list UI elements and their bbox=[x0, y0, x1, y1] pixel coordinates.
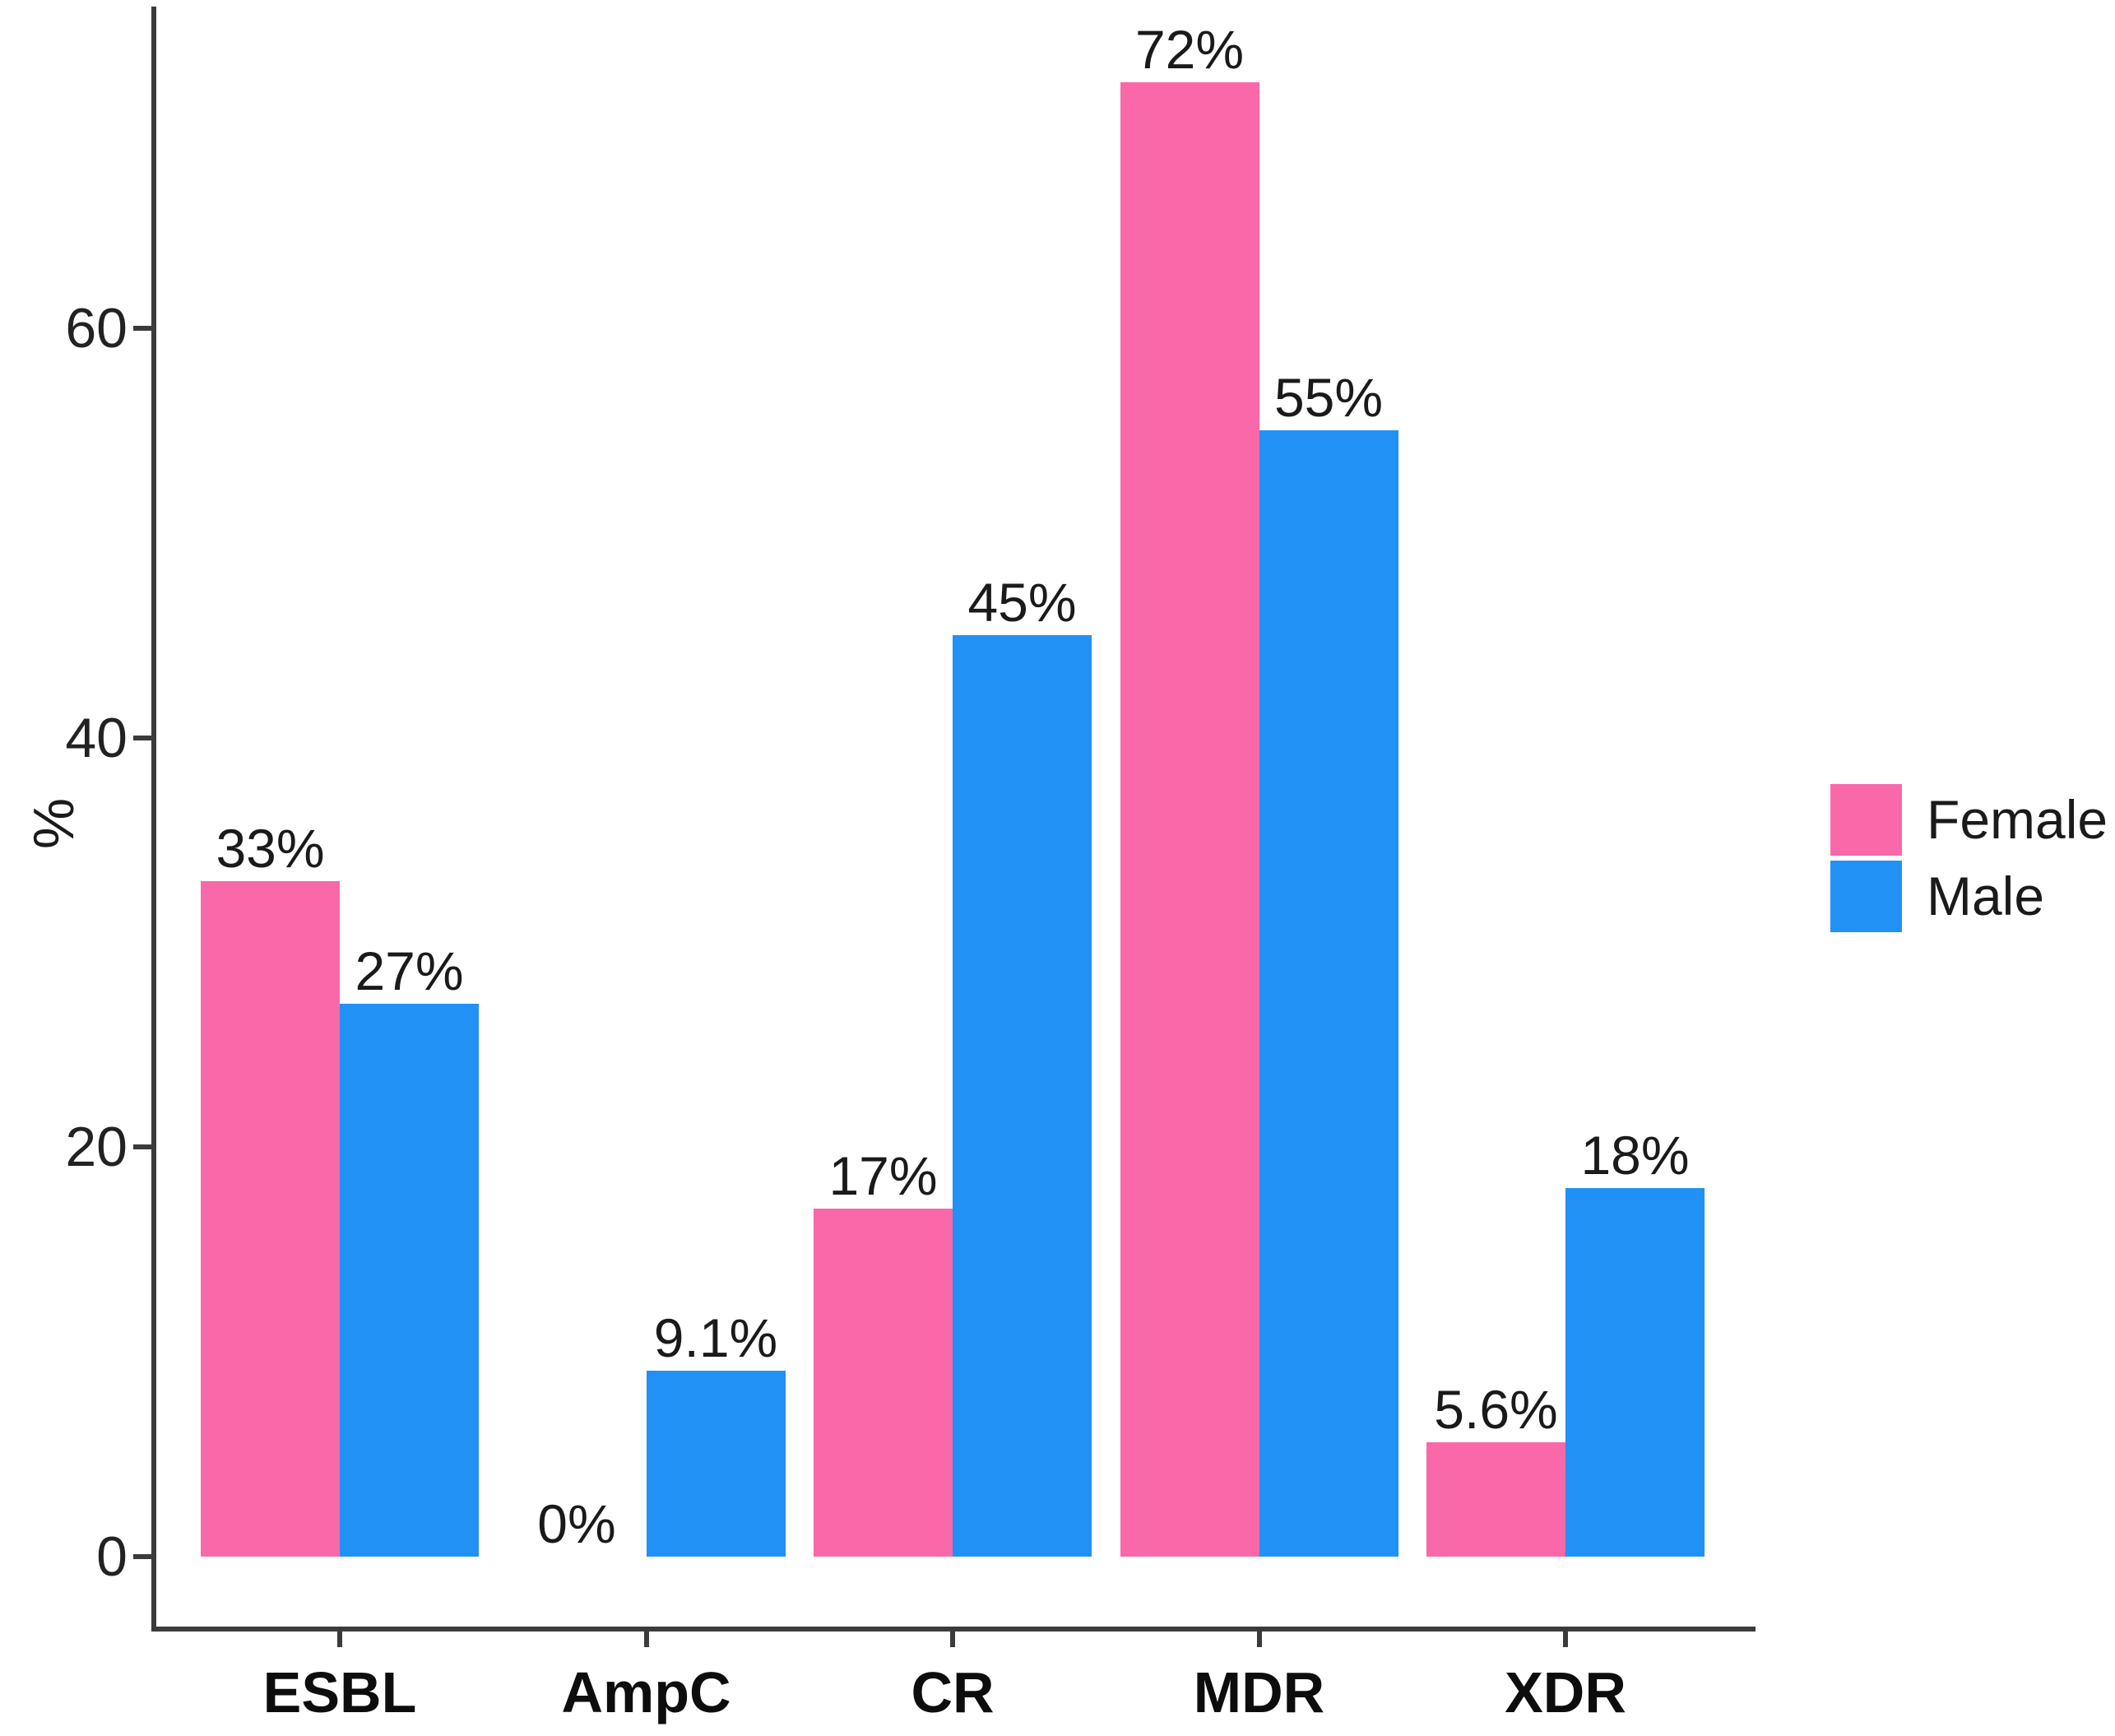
y-tick-60 bbox=[133, 326, 154, 332]
x-tick-ampc bbox=[643, 1629, 649, 1647]
bar-value-female-xdr: 5.6% bbox=[1434, 1379, 1558, 1440]
y-tick-label-0: 0 bbox=[96, 1525, 128, 1588]
bar-value-male-cr: 45% bbox=[967, 572, 1077, 633]
y-tick-label-40: 40 bbox=[65, 706, 128, 769]
legend-swatch-female-icon bbox=[1830, 784, 1902, 856]
y-axis-title: % bbox=[21, 797, 86, 850]
legend-swatch-male-icon bbox=[1830, 861, 1902, 932]
bar-female-cr bbox=[814, 1209, 953, 1557]
x-axis-label-ampc: AmpC bbox=[561, 1660, 731, 1724]
bar-value-female-ampc: 0% bbox=[537, 1493, 616, 1554]
bar-female-xdr bbox=[1426, 1442, 1565, 1557]
bar-female-esbl bbox=[201, 881, 340, 1557]
y-tick-label-20: 20 bbox=[65, 1116, 128, 1179]
bar-value-female-mdr: 72% bbox=[1134, 19, 1245, 80]
bar-value-male-xdr: 18% bbox=[1580, 1125, 1690, 1186]
legend-label-female: Female bbox=[1927, 789, 2108, 850]
x-axis-label-mdr: MDR bbox=[1193, 1660, 1325, 1724]
bar-male-ampc bbox=[646, 1371, 786, 1557]
x-tick-xdr bbox=[1563, 1629, 1568, 1647]
bar-male-esbl bbox=[340, 1004, 479, 1557]
legend-item-female: Female bbox=[1830, 784, 2108, 856]
x-tick-esbl bbox=[337, 1629, 342, 1647]
x-axis-label-cr: CR bbox=[911, 1660, 995, 1724]
bar-value-male-ampc: 9.1% bbox=[653, 1307, 778, 1368]
legend: Female Male bbox=[1830, 784, 2108, 932]
legend-label-male: Male bbox=[1927, 866, 2045, 926]
x-tick-mdr bbox=[1256, 1629, 1262, 1647]
bar-value-female-cr: 17% bbox=[828, 1145, 938, 1206]
y-tick-40 bbox=[133, 735, 154, 740]
bar-male-xdr bbox=[1565, 1188, 1705, 1557]
y-tick-0 bbox=[133, 1554, 154, 1559]
bar-male-mdr bbox=[1259, 430, 1398, 1557]
bar-value-male-esbl: 27% bbox=[355, 940, 464, 1001]
bar-female-mdr bbox=[1120, 82, 1259, 1557]
x-tick-cr bbox=[950, 1629, 955, 1647]
bar-male-cr bbox=[953, 635, 1092, 1557]
y-tick-20 bbox=[133, 1144, 154, 1150]
y-tick-label-60: 60 bbox=[65, 297, 128, 360]
legend-item-male: Male bbox=[1830, 861, 2108, 932]
x-axis-label-esbl: ESBL bbox=[262, 1660, 417, 1724]
x-axis-label-xdr: XDR bbox=[1505, 1660, 1626, 1724]
y-axis-line bbox=[151, 7, 156, 1629]
bar-value-male-mdr: 55% bbox=[1273, 367, 1384, 428]
bar-value-female-esbl: 33% bbox=[216, 818, 325, 879]
